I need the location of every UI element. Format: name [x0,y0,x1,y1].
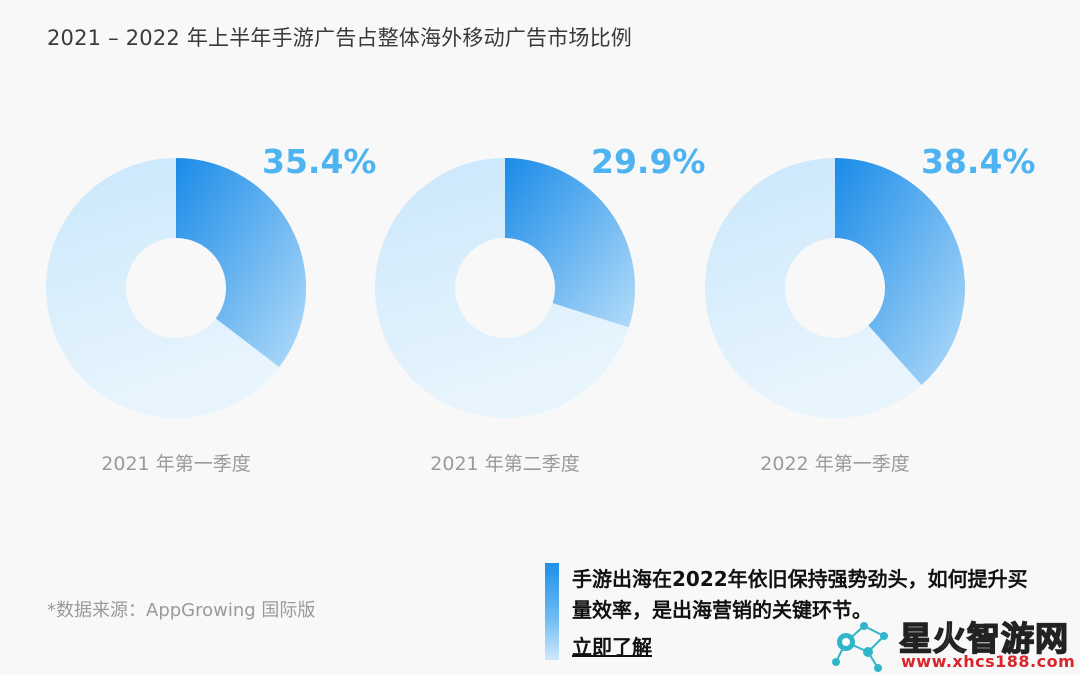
donut-value-label: 38.4% [921,142,1036,181]
watermark-url: www.xhcs188.com [901,652,1076,671]
donut-value-slice [505,158,635,328]
promo-banner: 手游出海在2022年依旧保持强势劲头，如何提升买量效率，是出海营销的关键环节。 … [545,563,1065,663]
donut-remainder-slice [705,158,922,418]
data-source-note: *数据来源：AppGrowing 国际版 [47,600,316,621]
donut-value-label: 35.4% [262,142,377,181]
watermark-name: 星火智游网 [898,618,1069,659]
donut-value-slice [176,158,306,368]
learn-more-link[interactable]: 立即了解 [572,635,652,659]
chart-title: 2021 – 2022 年上半年手游广告占整体海外移动广告市场比例 [47,26,633,50]
promo-accent-bar [545,563,559,660]
donut-charts: 35.4% 2021 年第一季度 29.9% 2021 年第二季度 38.4% 2022 … [45,142,1036,475]
donut-value-slice [835,158,966,385]
promo-text: 手游出海在2022年依旧保持强势劲头，如何提升买量效率，是出海营销的关键环节。 [572,567,1028,622]
site-watermark: 星火智游网 www.xhcs188.com [824,612,1080,675]
donut-remainder-slice [45,158,280,418]
donut-category-label: 2021 年第二季度 [430,453,579,475]
network-logo-icon [832,622,888,672]
donut-category-label: 2021 年第一季度 [101,453,250,475]
donut-value-label: 29.9% [591,142,706,181]
donut-remainder-slice [375,158,629,419]
donut-category-label: 2022 年第一季度 [760,453,909,475]
